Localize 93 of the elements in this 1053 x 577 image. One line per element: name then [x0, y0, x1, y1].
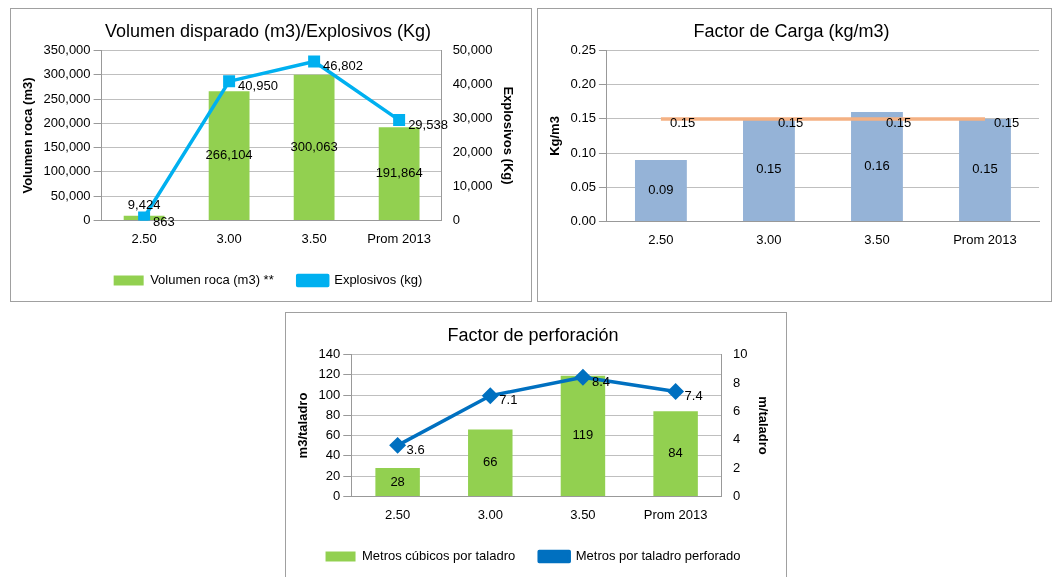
- y-tick-label: 40: [325, 447, 341, 463]
- y2-tick-label: 8: [732, 374, 741, 390]
- y-tick-label: 0.15: [570, 110, 596, 126]
- data-label: 28: [390, 473, 405, 489]
- y-tick-label: 0.00: [570, 212, 596, 228]
- x-tick-label: 2.50: [131, 230, 157, 246]
- y2-tick-label: 2: [732, 459, 741, 475]
- bar: [293, 74, 335, 220]
- y-axis-title: Volumen roca (m3): [20, 77, 36, 194]
- data-label: 0.15: [669, 115, 696, 131]
- data-label: 0.15: [993, 115, 1020, 131]
- y2-tick-label: 0: [452, 211, 460, 227]
- data-label: 0.16: [864, 158, 890, 174]
- point: [667, 383, 684, 400]
- x-tick-label: 3.50: [301, 230, 327, 246]
- legend-label: Explosivos (kg): [334, 272, 423, 288]
- y-tick-label: 0.25: [570, 42, 596, 58]
- data-label: 0.09: [648, 181, 674, 197]
- bar: [468, 429, 513, 496]
- data-label: 0.15: [972, 161, 998, 177]
- data-label: 3.6: [406, 441, 425, 457]
- point: [482, 387, 499, 404]
- data-label: 0.15: [756, 161, 782, 177]
- y2-tick-label: 20,000: [452, 144, 493, 160]
- bar: [375, 468, 420, 496]
- y-axis-title: Kg/m3: [547, 116, 563, 156]
- chart-title: Factor de perforación: [447, 324, 619, 345]
- x-tick-label: Prom 2013: [367, 230, 431, 246]
- point: [223, 75, 236, 88]
- data-label: 863: [153, 214, 175, 230]
- y-tick-label: 50,000: [50, 187, 91, 203]
- y-tick-label: 150,000: [43, 139, 91, 155]
- x-tick-label: 2.50: [384, 506, 411, 522]
- data-label: 0.15: [777, 115, 804, 131]
- legend-label: Volumen roca (m3) **: [150, 272, 274, 288]
- y-tick-label: 120: [318, 366, 341, 382]
- y2-tick-label: 0: [732, 487, 741, 503]
- point: [308, 55, 321, 68]
- data-label: 300,063: [290, 138, 338, 154]
- y-tick-label: 0: [83, 211, 91, 227]
- y-axis-title: m3/taladro: [295, 392, 311, 459]
- x-tick-label: 3.50: [570, 506, 596, 522]
- y2-tick-label: 4: [732, 431, 741, 447]
- legend-label: Metros por taladro perforado: [575, 548, 741, 564]
- y-tick-label: 350,000: [43, 42, 91, 58]
- y-tick-label: 20: [325, 467, 341, 483]
- y-tick-label: 0: [333, 487, 341, 503]
- data-label: 7.4: [684, 388, 703, 404]
- data-label: 40,950: [238, 77, 278, 93]
- chart-title: Factor de Carga (kg/m3): [693, 20, 890, 41]
- legend-label: Metros cúbicos por taladro: [362, 548, 516, 564]
- x-tick-label: 3.00: [756, 231, 782, 247]
- y-tick-label: 200,000: [43, 114, 91, 130]
- data-label: 66: [483, 454, 498, 470]
- x-tick-label: 3.50: [864, 231, 890, 247]
- y2-axis-title: m/taladro: [755, 396, 771, 455]
- x-tick-label: 3.00: [216, 230, 242, 246]
- y2-axis-title: Explosivos (Kg): [500, 86, 516, 185]
- chart-title: Volumen disparado (m3)/Explosivos (Kg): [104, 20, 432, 41]
- data-label: 191,864: [375, 165, 423, 181]
- y2-tick-label: 50,000: [452, 42, 493, 58]
- x-tick-label: Prom 2013: [643, 506, 708, 522]
- y2-tick-label: 10,000: [452, 178, 493, 194]
- data-label: 84: [668, 445, 683, 461]
- data-label: 7.1: [499, 392, 518, 408]
- point: [389, 437, 406, 454]
- bar: [653, 411, 698, 496]
- y2-tick-label: 40,000: [452, 76, 493, 92]
- data-label: 0.15: [885, 115, 912, 131]
- data-label: 29,538: [408, 116, 448, 132]
- bar: [208, 91, 250, 220]
- y-tick-label: 60: [325, 427, 341, 443]
- data-label: 46,802: [323, 58, 363, 74]
- y-tick-label: 80: [325, 406, 341, 422]
- data-label: 119: [572, 427, 594, 443]
- y-tick-label: 0.10: [570, 144, 596, 160]
- x-tick-label: 3.00: [477, 506, 503, 522]
- y-tick-label: 0.05: [570, 178, 596, 194]
- y2-tick-label: 10: [732, 346, 748, 362]
- y-tick-label: 100: [318, 386, 341, 402]
- point: [138, 211, 151, 221]
- y-tick-label: 100,000: [43, 163, 91, 179]
- x-tick-label: 2.50: [648, 231, 674, 247]
- y-tick-label: 140: [318, 346, 341, 362]
- x-tick-label: Prom 2013: [953, 231, 1017, 247]
- point: [393, 114, 406, 127]
- bar: [634, 159, 687, 221]
- y-tick-label: 300,000: [43, 66, 91, 82]
- y2-tick-label: 6: [732, 402, 741, 418]
- y-tick-label: 0.20: [570, 76, 596, 92]
- y2-tick-label: 30,000: [452, 110, 493, 126]
- y-tick-label: 250,000: [43, 90, 91, 106]
- point: [575, 369, 591, 386]
